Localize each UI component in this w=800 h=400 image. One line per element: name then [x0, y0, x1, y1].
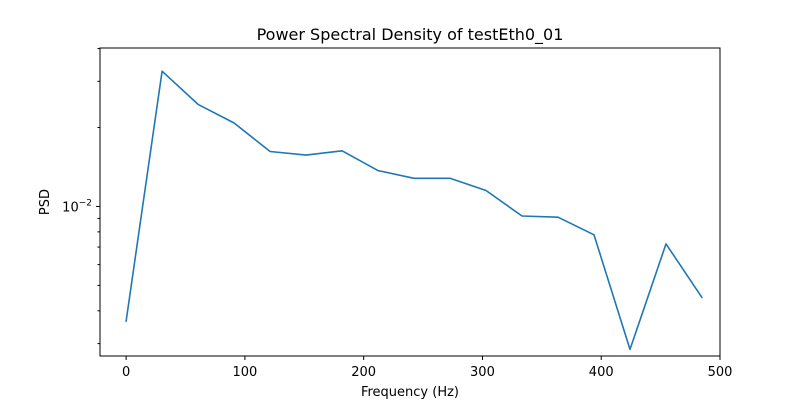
- x-tick-label: 0: [122, 365, 130, 380]
- chart-title: Power Spectral Density of testEth0_01: [257, 25, 564, 45]
- plot-area-frame: [99, 47, 721, 357]
- y-axis-ticks: 10−2: [62, 48, 100, 345]
- x-tick-label: 300: [470, 365, 495, 380]
- x-axis-label: Frequency (Hz): [361, 385, 459, 400]
- x-tick-label: 500: [708, 365, 733, 380]
- y-axis-label: PSD: [38, 189, 53, 215]
- x-tick-label: 100: [232, 365, 257, 380]
- x-tick-label: 400: [589, 365, 614, 380]
- psd-series-line: [125, 70, 703, 351]
- y-tick-label: 10−2: [62, 198, 92, 215]
- x-tick-label: 200: [351, 365, 376, 380]
- x-axis-ticks: 0 100 200 300 400 500: [122, 356, 732, 380]
